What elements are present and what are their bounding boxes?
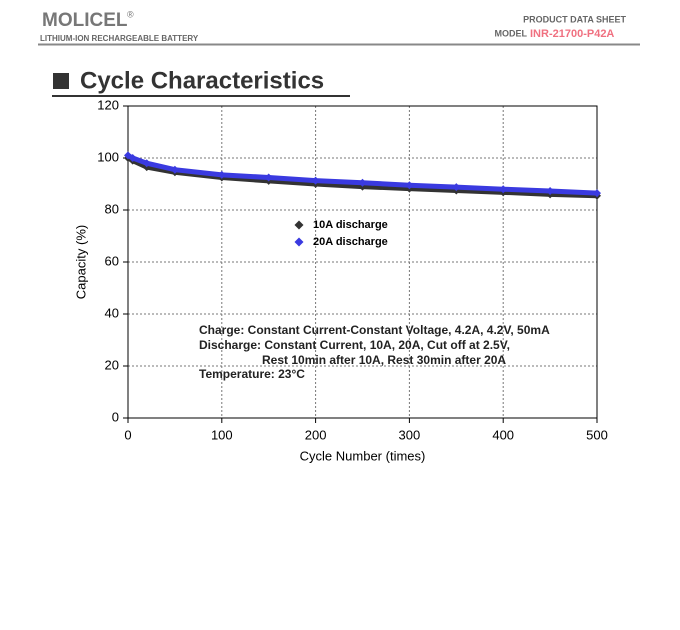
y-tick-label: 20 (105, 357, 119, 372)
logo-mark: ® (127, 9, 134, 19)
plot-frame (127, 105, 598, 419)
annotation: Rest 10min after 10A, Rest 30min after 2… (262, 353, 506, 367)
legend-marker (294, 220, 304, 230)
legend-label: 10A discharge (313, 219, 388, 231)
y-tick-label: 60 (105, 253, 119, 268)
data-point (142, 159, 151, 168)
tagline: LITHIUM-ION RECHARGEABLE BATTERY (40, 34, 199, 43)
data-point (499, 185, 508, 194)
legend-marker (294, 237, 304, 247)
annotation: Temperature: 23°C (199, 367, 305, 381)
data-point (546, 187, 555, 196)
logo: MOLICEL (42, 10, 128, 31)
y-tick-label: 40 (105, 305, 119, 320)
x-tick-label: 500 (586, 427, 608, 442)
doc-type: PRODUCT DATA SHEET (523, 14, 626, 24)
data-point (170, 165, 179, 174)
data-point (264, 173, 273, 182)
y-axis-label: Capacity (%) (73, 225, 88, 299)
data-point (311, 176, 320, 185)
x-tick-label: 400 (492, 427, 514, 442)
y-tick-label: 100 (97, 149, 119, 164)
annotation: Charge: Constant Current-Constant Voltag… (199, 323, 550, 337)
data-point (452, 183, 461, 192)
model: INR-21700-P42A (530, 28, 614, 40)
chart: 0 20 40 60 80 100 120 0 100 200 300 400 500 Cycle Num… (73, 97, 607, 463)
data-point (358, 178, 367, 187)
data-point (128, 154, 137, 162)
y-tick-label: 0 (112, 409, 119, 424)
section-title: Cycle Characteristics (80, 67, 324, 94)
x-tick-label: 200 (305, 427, 327, 442)
data-point (405, 181, 414, 190)
y-tick-label: 80 (105, 201, 119, 216)
data-point (593, 189, 601, 198)
y-tick-label: 120 (97, 97, 119, 112)
x-axis-label: Cycle Number (times) (300, 448, 426, 463)
legend-label: 20A discharge (313, 236, 388, 248)
model-label: MODEL (495, 28, 528, 38)
annotation: Discharge: Constant Current, 10A, 20A, C… (199, 338, 510, 352)
x-tick-label: 100 (211, 427, 233, 442)
title-bullet (53, 73, 69, 89)
data-point (217, 170, 226, 179)
x-tick-label: 300 (399, 427, 421, 442)
x-tick-label: 0 (124, 427, 131, 442)
